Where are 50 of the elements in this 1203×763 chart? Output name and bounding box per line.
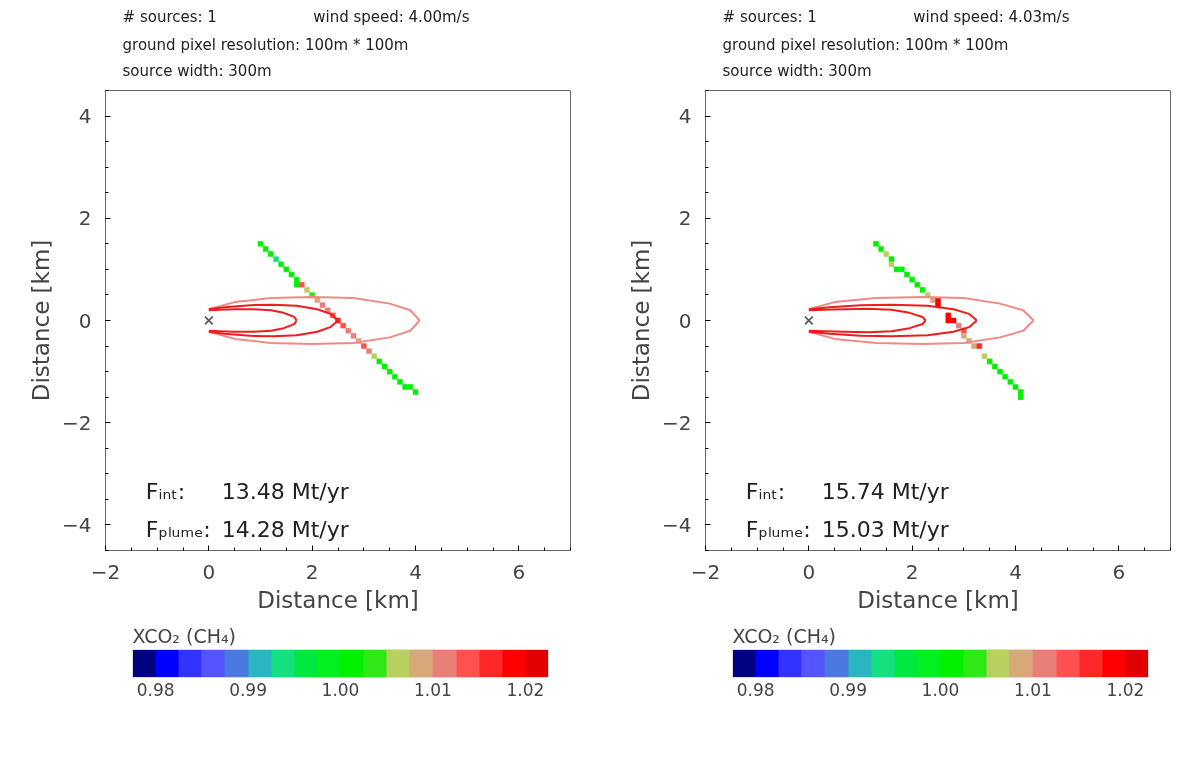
color-bar-label: 0.99 [829, 679, 867, 700]
y-tick-label: −4 [662, 512, 692, 537]
color-bar-label: 1.01 [414, 679, 452, 700]
y-tick-label: 4 [678, 104, 692, 129]
text: wind speed: 4.00m/s [313, 7, 470, 26]
color-bar-label: 0.98 [736, 679, 775, 700]
y-tick-label: 2 [78, 206, 92, 231]
y-tick-label: −4 [62, 512, 92, 537]
annotation: 15.74 Mt/yr [821, 478, 950, 504]
x-tick-label: 6 [512, 559, 526, 584]
x-tick-label: 0 [802, 559, 816, 584]
x-axis-title: Distance [km] [257, 586, 419, 613]
source-note: source width: 300m [722, 62, 872, 81]
source-note: source width: 300m [122, 62, 272, 81]
x-tick-label: 4 [409, 559, 422, 584]
annotation: Fᵢₙₜ: [745, 478, 786, 504]
color-bar-title: XCO₂ (CH₄) [732, 624, 837, 647]
color-bar-label: 1.01 [1014, 679, 1052, 700]
y-tick-label: 4 [78, 104, 92, 129]
x-tick-label: 2 [305, 559, 319, 584]
color-bar-label: 0.98 [136, 679, 175, 700]
annotation: 13.48 Mt/yr [221, 478, 350, 504]
text: ground pixel resolution: 100m * 100m [122, 35, 409, 54]
text: # sources: 1 [122, 7, 217, 26]
color-bar-title: XCO₂ (CH₄) [132, 624, 237, 647]
annotation: 15.03 Mt/yr [821, 517, 950, 543]
text: wind speed: 4.03m/s [913, 7, 1070, 26]
color-bar-label: 1.00 [321, 679, 360, 700]
annotation: 14.28 Mt/yr [221, 517, 350, 543]
y-tick-label: −2 [662, 410, 692, 435]
y-tick-label: 2 [678, 206, 692, 231]
y-tick-label: 0 [678, 308, 692, 333]
color-bar-label: 1.00 [921, 679, 960, 700]
x-tick-label: 6 [1112, 559, 1126, 584]
annotation: Fₚₗᵤₘₑ: [745, 517, 811, 543]
x-tick-label: 4 [1009, 559, 1022, 584]
x-axis-title: Distance [km] [857, 586, 1019, 613]
y-axis-title: Distance [km] [628, 239, 655, 402]
x-tick-label: 0 [202, 559, 216, 584]
y-tick-label: −2 [62, 410, 92, 435]
y-tick-label: 0 [78, 308, 92, 333]
annotation: Fᵢₙₜ: [145, 478, 186, 504]
color-bar-label: 1.02 [506, 679, 545, 700]
y-axis-title: Distance [km] [28, 239, 55, 402]
text: # sources: 1 [722, 7, 817, 26]
annotation: Fₚₗᵤₘₑ: [145, 517, 211, 543]
x-tick-label: 2 [905, 559, 919, 584]
color-bar-label: 0.99 [229, 679, 267, 700]
text: ground pixel resolution: 100m * 100m [722, 35, 1009, 54]
color-bar-label: 1.02 [1106, 679, 1145, 700]
